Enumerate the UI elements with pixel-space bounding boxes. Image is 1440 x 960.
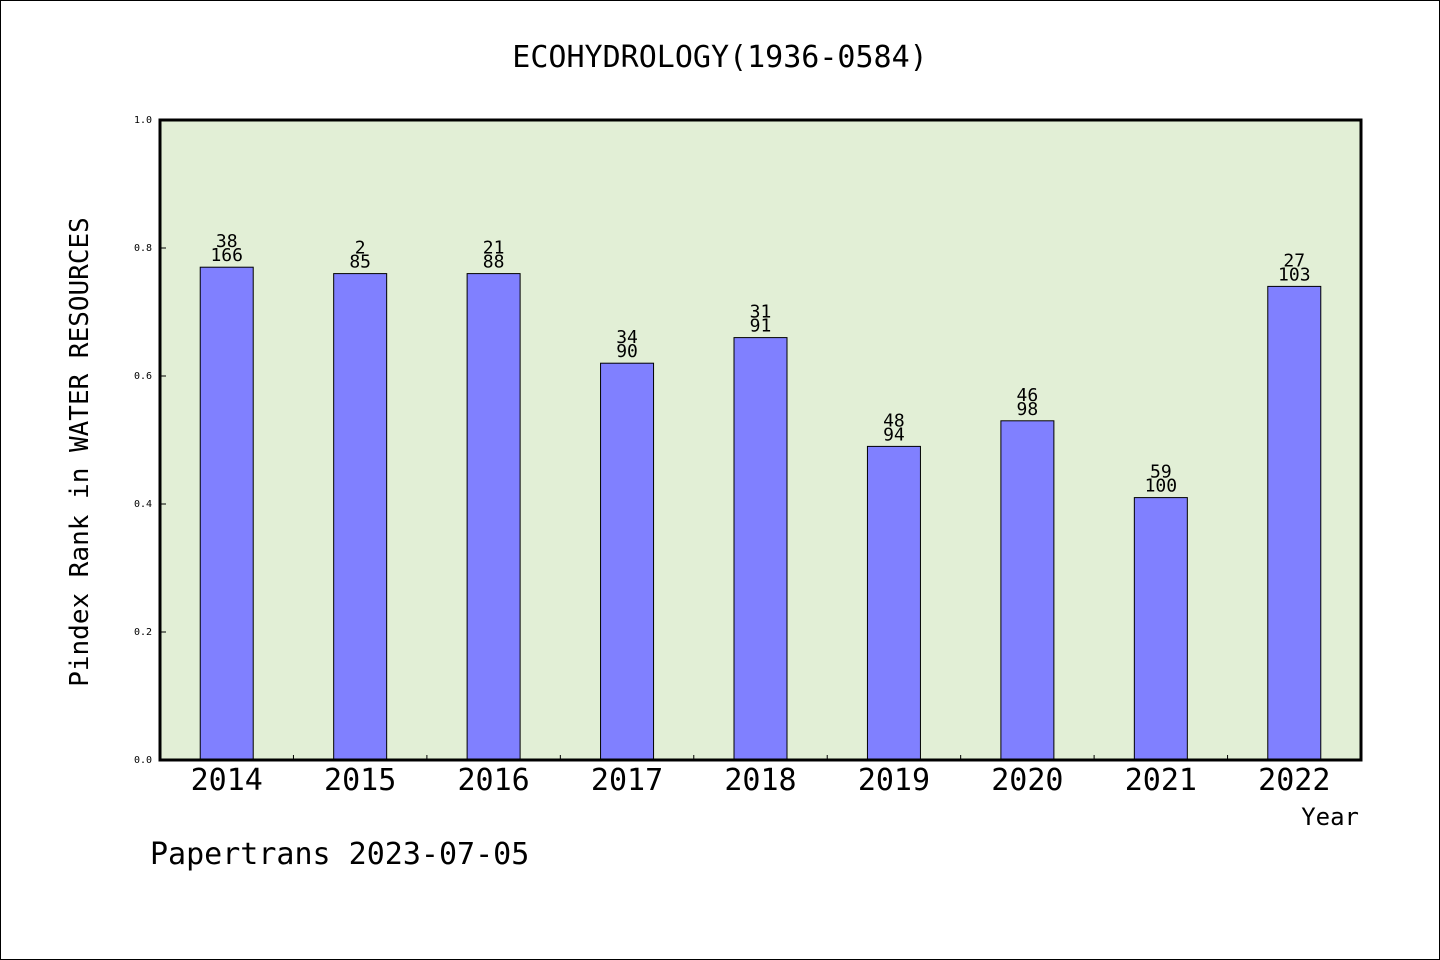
x-tick-label-2018: 2018 (724, 763, 796, 798)
data-label-bottom-2014: 166 (210, 245, 243, 266)
data-label-bottom-2017: 90 (616, 341, 638, 362)
x-tick-label-2015: 2015 (324, 763, 396, 798)
data-label-top-2017: 34 (616, 327, 638, 348)
bars-group (199, 266, 1322, 761)
data-label-bottom-2019: 94 (883, 424, 905, 445)
data-label-top-2022: 27 (1283, 250, 1305, 271)
y-tick-label-4: 0.8 (134, 243, 152, 254)
data-label-bottom-2016: 88 (483, 252, 505, 273)
y-axis-label: Pindex Rank in WATER RESOURCES (65, 217, 95, 687)
bar-2019 (866, 445, 921, 761)
y-tick-label-2: 0.4 (134, 499, 152, 510)
x-axis-ticks: 2014 2015 2016 2017 2018 2019 2020 2021 2022 (191, 755, 1330, 798)
y-tick-label-3: 0.6 (134, 371, 152, 382)
data-label-bottom-2022: 103 (1278, 264, 1311, 285)
footer-date-text: Papertrans 2023-07-05 (150, 837, 529, 872)
x-tick-label-2016: 2016 (457, 763, 529, 798)
x-tick-label-2020: 2020 (991, 763, 1063, 798)
data-label-bottom-2021: 100 (1145, 476, 1178, 497)
x-tick-label-2021: 2021 (1125, 763, 1197, 798)
data-label-top-2018: 31 (750, 302, 772, 323)
y-tick-label-1: 0.2 (134, 627, 152, 638)
bar-2020 (1000, 420, 1055, 761)
data-label-top-2016: 21 (483, 238, 505, 259)
bar-2017 (600, 362, 655, 761)
plot-border (158, 118, 1363, 762)
chart-title: ECOHYDROLOGY(1936-0584) (512, 40, 927, 75)
x-tick-label-2017: 2017 (591, 763, 663, 798)
data-label-top-2020: 46 (1017, 385, 1039, 406)
data-label-bottom-2015: 85 (349, 252, 371, 273)
bar-2022 (1267, 285, 1322, 761)
x-tick-label-2022: 2022 (1258, 763, 1330, 798)
bar-2018 (733, 337, 788, 761)
data-label-bottom-2020: 98 (1017, 399, 1039, 420)
y-tick-label-0: 0.0 (134, 755, 152, 766)
bar-2021 (1133, 497, 1188, 761)
x-tick-label-2019: 2019 (858, 763, 930, 798)
x-axis-label: Year (1301, 803, 1359, 831)
data-label-top-2019: 48 (883, 410, 905, 431)
bar-2015 (333, 273, 388, 761)
y-tick-label-5: 1.0 (134, 115, 152, 126)
data-label-top-2014: 38 (216, 231, 238, 252)
data-label-top-2021: 59 (1150, 462, 1172, 483)
bar-2016 (466, 273, 521, 761)
bar-2014 (199, 266, 254, 761)
data-label-top-2015: 2 (355, 238, 366, 259)
y-axis-ticks: 0.0 0.2 0.4 0.6 0.8 1.0 (134, 115, 166, 766)
x-tick-label-2014: 2014 (191, 763, 263, 798)
data-label-bottom-2018: 91 (750, 316, 772, 337)
